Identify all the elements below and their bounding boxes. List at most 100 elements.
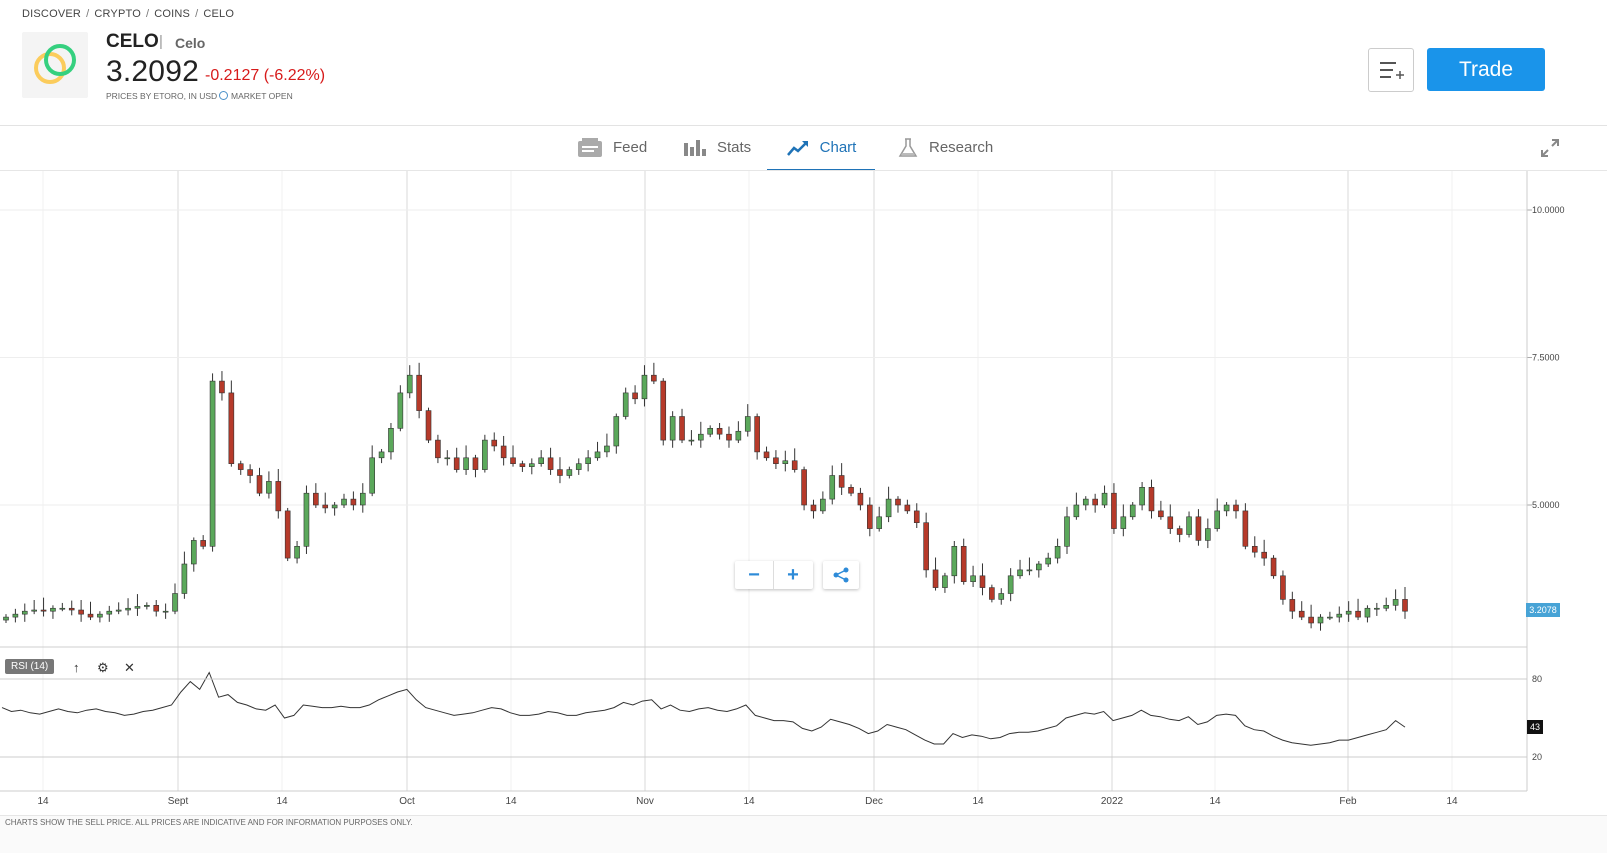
stats-icon — [683, 139, 707, 157]
candle-up — [1017, 569, 1023, 577]
tab-stats[interactable]: Stats — [683, 126, 751, 169]
zoom-out-button[interactable]: − — [735, 561, 774, 589]
candle-down — [923, 522, 929, 571]
tab-chart[interactable]: Chart — [767, 126, 875, 171]
trade-button[interactable]: Trade — [1427, 48, 1545, 91]
candle-up — [181, 563, 188, 594]
share-chart-button[interactable] — [823, 561, 859, 589]
x-axis-labels: 14 Sept 14 Oct 14 Nov 14 Dec 14 2022 14 Feb 14 — [37, 796, 1458, 807]
candle-up — [1026, 569, 1033, 572]
vertical-gridlines — [42, 171, 1453, 791]
add-to-watchlist-button[interactable] — [1368, 48, 1414, 92]
breadcrumb-discover[interactable]: DISCOVER — [22, 8, 82, 20]
candle-down — [284, 510, 291, 559]
rsi-tick-label: 80 — [1532, 674, 1542, 684]
candle-up — [1223, 504, 1230, 512]
zoom-in-button[interactable]: + — [774, 561, 812, 589]
candle-up — [59, 607, 66, 610]
candle-down — [791, 460, 798, 470]
candle-up — [528, 463, 535, 467]
candle-down — [510, 457, 516, 464]
tab-stats-label: Stats — [717, 139, 752, 156]
candle-up — [585, 457, 591, 464]
candle-down — [1308, 616, 1314, 624]
candle-down — [1261, 551, 1267, 559]
candle-up — [31, 609, 37, 612]
candle-up — [951, 545, 958, 577]
candle-down — [547, 457, 554, 470]
price-chart[interactable]: 10.0000 7.5000 5.0000 80 20 14 Sept 14 Oct 14 No… — [0, 171, 1607, 815]
candle-up — [397, 392, 404, 429]
candle-down — [425, 410, 432, 441]
candle-up — [735, 430, 742, 441]
candle-up — [1205, 528, 1211, 541]
candle-up — [1392, 599, 1399, 606]
candle-up — [331, 504, 338, 509]
candle-down — [651, 374, 657, 382]
candle-down — [519, 463, 526, 467]
candle-up — [622, 392, 629, 417]
candle-down — [1402, 599, 1408, 612]
rsi-settings-button[interactable]: ⚙ — [97, 660, 109, 676]
research-icon — [897, 137, 919, 159]
y-axis-labels: 10.0000 7.5000 5.0000 — [1532, 205, 1565, 510]
candle-up — [538, 457, 544, 464]
candle-down — [153, 604, 160, 612]
candle-down — [838, 475, 845, 488]
candle-up — [1336, 613, 1343, 618]
candle-up — [209, 380, 216, 547]
candle-down — [913, 510, 920, 523]
breadcrumb-coins[interactable]: COINS — [154, 8, 191, 20]
candle-down — [228, 392, 235, 464]
candle-down — [1270, 557, 1277, 577]
candle-down — [895, 498, 901, 506]
candle-down — [350, 498, 357, 506]
candle-up — [744, 416, 751, 432]
candle-down — [754, 416, 760, 453]
candle-up — [604, 445, 610, 453]
tab-research[interactable]: Research — [897, 126, 993, 169]
candle-down — [435, 439, 441, 459]
x-tick-label: 14 — [972, 796, 984, 807]
candle-up — [885, 498, 892, 518]
candle-up — [388, 427, 394, 453]
candle-up — [1054, 545, 1061, 559]
plus-icon: + — [787, 563, 799, 586]
breadcrumb-crypto[interactable]: CRYPTO — [94, 8, 141, 20]
candle-up — [134, 606, 141, 609]
current-rsi-marker: 43 — [1527, 720, 1543, 734]
candle-up — [820, 498, 826, 512]
candle-up — [669, 416, 676, 441]
candle-down — [1167, 516, 1174, 529]
candle-down — [773, 457, 779, 464]
candle-down — [1251, 545, 1258, 553]
candle-up — [688, 439, 695, 442]
instrument-logo — [22, 32, 88, 98]
x-tick-label: 2022 — [1101, 796, 1124, 807]
tab-feed[interactable]: Feed — [577, 126, 647, 169]
candle-up — [12, 613, 19, 618]
candle-down — [557, 469, 563, 476]
rsi-move-up-button[interactable]: ↑ — [73, 660, 80, 675]
x-tick-label: Nov — [636, 796, 654, 807]
candle-up — [144, 604, 150, 607]
y-tick-label: 7.5000 — [1532, 353, 1560, 363]
candle-up — [444, 457, 451, 460]
current-price-marker: 3.2078 — [1526, 603, 1560, 617]
candle-up — [641, 374, 648, 400]
candle-down — [1298, 610, 1305, 618]
candle-up — [613, 416, 620, 447]
candle-up — [1120, 516, 1127, 529]
instrument-symbol: CELO — [106, 31, 159, 52]
rsi-remove-button[interactable]: ✕ — [124, 660, 135, 676]
x-tick-label: 14 — [505, 796, 517, 807]
candle-up — [1007, 575, 1014, 594]
clock-icon — [219, 91, 228, 100]
candle-up — [482, 439, 488, 470]
candle-down — [78, 609, 84, 615]
fullscreen-button[interactable] — [1540, 138, 1560, 163]
candle-down — [200, 540, 206, 547]
candle-down — [660, 380, 667, 441]
candle-up — [115, 609, 122, 612]
rsi-indicator-label[interactable]: RSI (14) — [5, 659, 55, 674]
